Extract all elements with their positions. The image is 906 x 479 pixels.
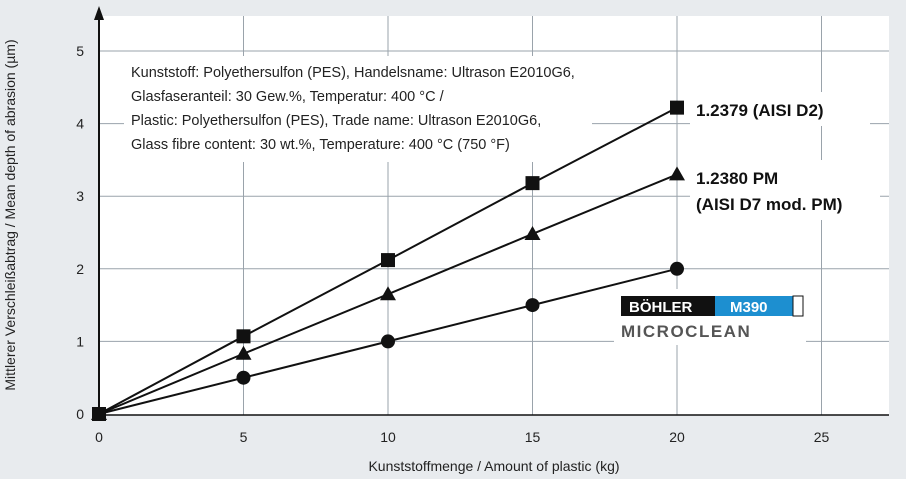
x-tick-label: 15	[525, 429, 541, 445]
logo-m390-text: M390	[730, 299, 768, 316]
data-point-d7	[235, 345, 252, 360]
y-tick-label: 2	[76, 261, 84, 277]
series-labels: 1.2379 (AISI D2) 1.2380 PM (AISI D7 mod.…	[690, 92, 880, 220]
data-point-d7	[380, 286, 396, 301]
series-label-d2: 1.2379 (AISI D2)	[696, 101, 824, 120]
x-tick-label: 25	[814, 429, 830, 445]
x-tick-label: 20	[669, 429, 685, 445]
annotation-line: Plastic: Polyethersulfon (PES), Trade na…	[131, 113, 541, 129]
logo-m390-block	[715, 296, 793, 316]
data-point-d2	[381, 253, 395, 268]
series-label-d7: 1.2380 PM	[696, 169, 778, 188]
y-tick-label: 1	[76, 333, 84, 349]
bohler-m390-microclean-logo: BÖHLER M390 MICROCLEAN	[614, 289, 806, 345]
logo-bohler-text: BÖHLER	[629, 299, 693, 316]
axes	[94, 6, 889, 416]
data-point-d7	[524, 225, 541, 240]
logo-bohler-block	[621, 296, 715, 316]
y-axis-arrow	[94, 6, 104, 20]
logo-end-block	[792, 295, 804, 317]
annotation-background	[124, 56, 592, 162]
x-tick-label: 0	[95, 429, 103, 445]
y-tick-label: 3	[76, 188, 84, 204]
data-point-d7	[669, 166, 685, 181]
series-label-d7-line2: (AISI D7 mod. PM)	[696, 195, 842, 214]
annotation-line: Glasfaseranteil: 30 Gew.%, Temperatur: 4…	[131, 89, 445, 105]
series-label-background	[690, 160, 880, 220]
series-label-background	[690, 92, 870, 126]
y-tick-label: 0	[76, 406, 84, 422]
data-point-d2	[670, 100, 684, 115]
data-point-m390	[670, 261, 684, 276]
logo-microclean-text: MICROCLEAN	[621, 322, 751, 341]
annotation-line: Kunststoff: Polyethersulfon (PES), Hande…	[131, 65, 575, 81]
y-tick-label: 5	[76, 43, 84, 59]
x-axis-label: Kunststoffmenge / Amount of plastic (kg)	[368, 458, 619, 474]
data-series	[91, 100, 685, 421]
data-point-m390	[381, 334, 395, 349]
data-point-m390	[525, 298, 540, 313]
x-tick-label: 5	[240, 429, 248, 445]
data-point-m390	[236, 370, 251, 385]
x-tick-label: 10	[380, 429, 396, 445]
y-tick-label: 4	[76, 116, 84, 132]
annotation-box: Kunststoff: Polyethersulfon (PES), Hande…	[124, 56, 592, 162]
data-point-d2	[236, 329, 251, 344]
data-point-d2	[525, 176, 540, 191]
y-axis-label: Mittlerer Verschleißabtrag / Mean depth …	[2, 39, 18, 390]
annotation-line: Glass fibre content: 30 wt.%, Temperatur…	[131, 137, 510, 153]
data-point-m390	[92, 407, 106, 421]
tick-labels: 0 5 10 15 20 25 0 1 2 3 4 5	[76, 43, 829, 445]
